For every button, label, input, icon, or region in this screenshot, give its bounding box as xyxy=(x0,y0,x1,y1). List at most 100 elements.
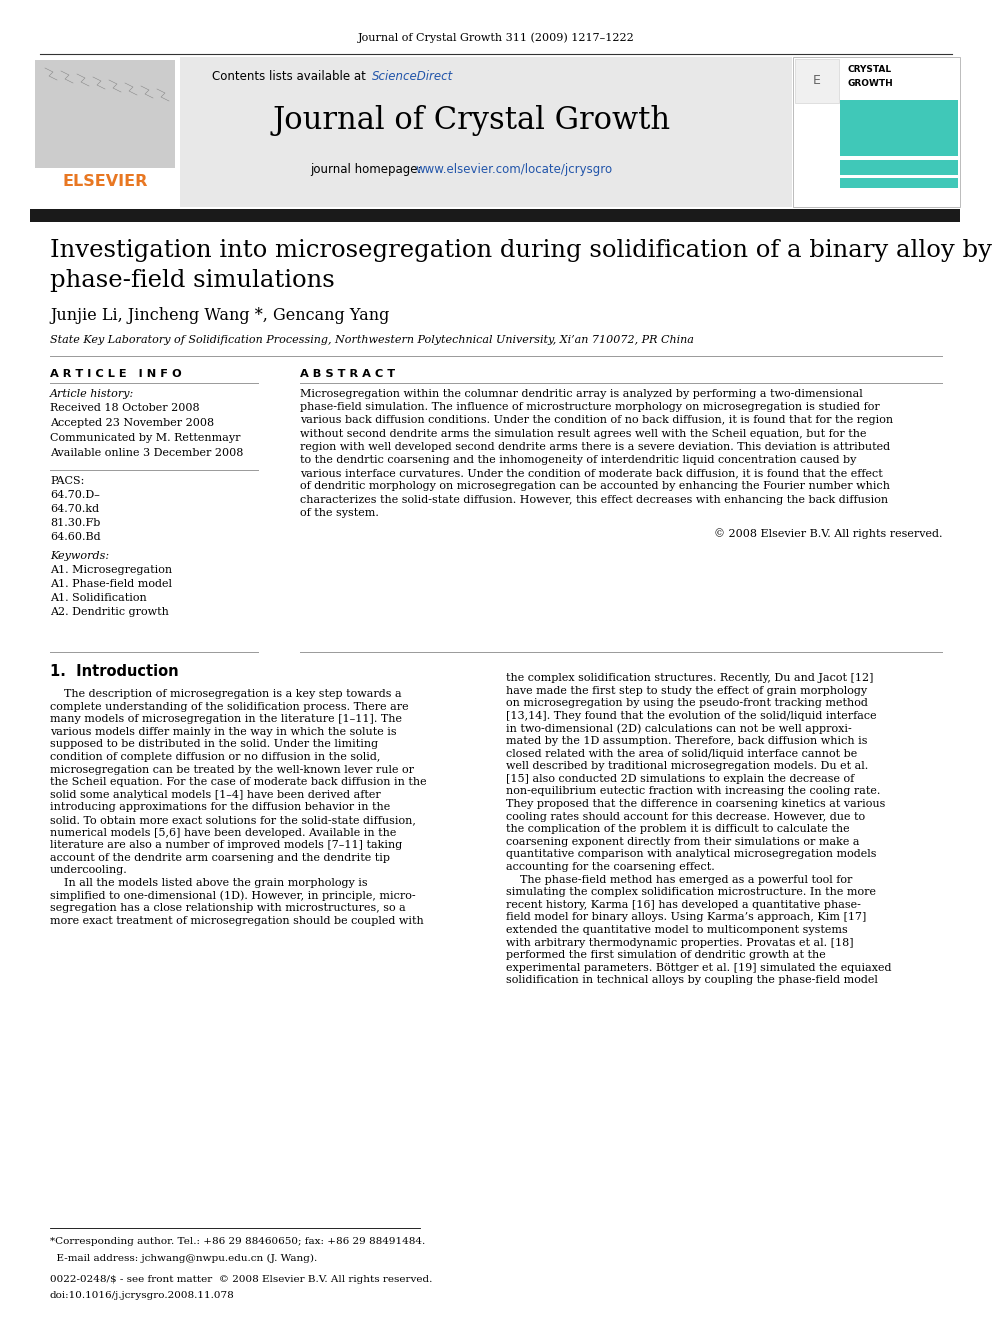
Text: of the system.: of the system. xyxy=(300,508,379,517)
Bar xyxy=(30,57,792,206)
Text: simplified to one-dimensional (1D). However, in principle, micro-: simplified to one-dimensional (1D). Howe… xyxy=(50,890,416,901)
Bar xyxy=(840,101,958,156)
Text: without second dendrite arms the simulation result agrees well with the Scheil e: without second dendrite arms the simulat… xyxy=(300,429,866,439)
Text: microsegregation can be treated by the well-known lever rule or: microsegregation can be treated by the w… xyxy=(50,765,414,774)
Text: segregation has a close relationship with microstructures, so a: segregation has a close relationship wit… xyxy=(50,904,406,913)
Text: extended the quantitative model to multicomponent systems: extended the quantitative model to multi… xyxy=(506,925,848,935)
Text: accounting for the coarsening effect.: accounting for the coarsening effect. xyxy=(506,863,715,872)
Text: mated by the 1D assumption. Therefore, back diffusion which is: mated by the 1D assumption. Therefore, b… xyxy=(506,736,867,746)
Text: Accepted 23 November 2008: Accepted 23 November 2008 xyxy=(50,418,214,429)
Text: © 2008 Elsevier B.V. All rights reserved.: © 2008 Elsevier B.V. All rights reserved… xyxy=(713,529,942,540)
Text: GROWTH: GROWTH xyxy=(848,78,894,87)
Text: A R T I C L E   I N F O: A R T I C L E I N F O xyxy=(50,369,182,378)
Text: 64.60.Bd: 64.60.Bd xyxy=(50,532,100,542)
Text: 1.  Introduction: 1. Introduction xyxy=(50,664,179,680)
Text: solid some analytical models [1–4] have been derived after: solid some analytical models [1–4] have … xyxy=(50,790,381,800)
Text: Journal of Crystal Growth 311 (2009) 1217–1222: Journal of Crystal Growth 311 (2009) 121… xyxy=(358,33,634,44)
Text: characterizes the solid-state diffusion. However, this effect decreases with enh: characterizes the solid-state diffusion.… xyxy=(300,495,888,504)
Text: State Key Laboratory of Solidification Processing, Northwestern Polytechnical Un: State Key Laboratory of Solidification P… xyxy=(50,335,693,345)
Text: ELSEVIER: ELSEVIER xyxy=(62,175,148,189)
Text: ScienceDirect: ScienceDirect xyxy=(372,70,453,83)
Text: undercooling.: undercooling. xyxy=(50,865,128,876)
Text: in two-dimensional (2D) calculations can not be well approxi-: in two-dimensional (2D) calculations can… xyxy=(506,724,852,734)
Text: 81.30.Fb: 81.30.Fb xyxy=(50,519,100,528)
Text: [15] also conducted 2D simulations to explain the decrease of: [15] also conducted 2D simulations to ex… xyxy=(506,774,854,783)
Text: performed the first simulation of dendritic growth at the: performed the first simulation of dendri… xyxy=(506,950,825,960)
Text: complete understanding of the solidification process. There are: complete understanding of the solidifica… xyxy=(50,701,409,712)
Text: simulating the complex solidification microstructure. In the more: simulating the complex solidification mi… xyxy=(506,888,876,897)
Text: numerical models [5,6] have been developed. Available in the: numerical models [5,6] have been develop… xyxy=(50,828,397,837)
Text: literature are also a number of improved models [7–11] taking: literature are also a number of improved… xyxy=(50,840,402,851)
Text: journal homepage:: journal homepage: xyxy=(310,164,426,176)
Text: [13,14]. They found that the evolution of the solid/liquid interface: [13,14]. They found that the evolution o… xyxy=(506,710,877,721)
Text: A1. Solidification: A1. Solidification xyxy=(50,593,147,603)
Text: field model for binary alloys. Using Karma’s approach, Kim [17]: field model for binary alloys. Using Kar… xyxy=(506,913,866,922)
Text: Journal of Crystal Growth: Journal of Crystal Growth xyxy=(273,105,671,135)
Text: the complex solidification structures. Recently, Du and Jacot [12]: the complex solidification structures. R… xyxy=(506,673,874,683)
Text: A B S T R A C T: A B S T R A C T xyxy=(300,369,395,378)
Text: Article history:: Article history: xyxy=(50,389,134,400)
Text: experimental parameters. Böttger et al. [19] simulated the equiaxed: experimental parameters. Böttger et al. … xyxy=(506,963,892,972)
Text: of dendritic morphology on microsegregation can be accounted by enhancing the Fo: of dendritic morphology on microsegregat… xyxy=(300,482,890,491)
Text: non-equilibrium eutectic fraction with increasing the cooling rate.: non-equilibrium eutectic fraction with i… xyxy=(506,786,880,796)
Text: A2. Dendritic growth: A2. Dendritic growth xyxy=(50,607,169,617)
Text: the Scheil equation. For the case of moderate back diffusion in the: the Scheil equation. For the case of mod… xyxy=(50,777,427,787)
Text: many models of microsegregation in the literature [1–11]. The: many models of microsegregation in the l… xyxy=(50,714,402,724)
Text: solid. To obtain more exact solutions for the solid-state diffusion,: solid. To obtain more exact solutions fo… xyxy=(50,815,416,826)
Text: with arbitrary thermodynamic properties. Provatas et al. [18]: with arbitrary thermodynamic properties.… xyxy=(506,938,854,947)
Text: E: E xyxy=(813,74,821,87)
Text: cooling rates should account for this decrease. However, due to: cooling rates should account for this de… xyxy=(506,811,865,822)
Text: The description of microsegregation is a key step towards a: The description of microsegregation is a… xyxy=(50,689,402,699)
Bar xyxy=(30,209,960,222)
Text: region with well developed second dendrite arms there is a severe deviation. Thi: region with well developed second dendri… xyxy=(300,442,890,451)
Text: supposed to be distributed in the solid. Under the limiting: supposed to be distributed in the solid.… xyxy=(50,740,378,749)
Text: Available online 3 December 2008: Available online 3 December 2008 xyxy=(50,448,243,458)
Text: coarsening exponent directly from their simulations or make a: coarsening exponent directly from their … xyxy=(506,837,859,847)
Text: doi:10.1016/j.jcrysgro.2008.11.078: doi:10.1016/j.jcrysgro.2008.11.078 xyxy=(50,1290,235,1299)
Bar xyxy=(840,179,958,188)
Text: the complication of the problem it is difficult to calculate the: the complication of the problem it is di… xyxy=(506,824,849,835)
Text: solidification in technical alloys by coupling the phase-field model: solidification in technical alloys by co… xyxy=(506,975,878,986)
Text: www.elsevier.com/locate/jcrysgro: www.elsevier.com/locate/jcrysgro xyxy=(416,164,613,176)
Text: Microsegregation within the columnar dendritic array is analyzed by performing a: Microsegregation within the columnar den… xyxy=(300,389,863,400)
Text: Keywords:: Keywords: xyxy=(50,550,109,561)
Bar xyxy=(793,57,960,206)
Text: PACS:: PACS: xyxy=(50,476,84,486)
Text: on microsegregation by using the pseudo-front tracking method: on microsegregation by using the pseudo-… xyxy=(506,699,868,708)
Text: condition of complete diffusion or no diffusion in the solid,: condition of complete diffusion or no di… xyxy=(50,751,380,762)
Text: have made the first step to study the effect of grain morphology: have made the first step to study the ef… xyxy=(506,685,867,696)
Text: closed related with the area of solid/liquid interface cannot be: closed related with the area of solid/li… xyxy=(506,749,857,758)
Text: 0022-0248/$ - see front matter  © 2008 Elsevier B.V. All rights reserved.: 0022-0248/$ - see front matter © 2008 El… xyxy=(50,1275,433,1285)
Text: A1. Microsegregation: A1. Microsegregation xyxy=(50,565,173,576)
Text: more exact treatment of microsegregation should be coupled with: more exact treatment of microsegregation… xyxy=(50,916,424,926)
Bar xyxy=(30,57,180,206)
Text: account of the dendrite arm coarsening and the dendrite tip: account of the dendrite arm coarsening a… xyxy=(50,853,390,863)
Text: 64.70.kd: 64.70.kd xyxy=(50,504,99,515)
Text: various back diffusion conditions. Under the condition of no back diffusion, it : various back diffusion conditions. Under… xyxy=(300,415,893,426)
Text: In all the models listed above the grain morphology is: In all the models listed above the grain… xyxy=(50,878,368,888)
Text: well described by traditional microsegregation models. Du et al.: well described by traditional microsegre… xyxy=(506,761,868,771)
Text: Received 18 October 2008: Received 18 October 2008 xyxy=(50,404,199,413)
Text: The phase-field method has emerged as a powerful tool for: The phase-field method has emerged as a … xyxy=(506,875,852,885)
Text: phase-field simulations: phase-field simulations xyxy=(50,269,334,291)
Bar xyxy=(35,60,175,168)
Text: 64.70.D–: 64.70.D– xyxy=(50,490,100,500)
Text: phase-field simulation. The influence of microstructure morphology on microsegre: phase-field simulation. The influence of… xyxy=(300,402,880,413)
Text: They proposed that the difference in coarsening kinetics at various: They proposed that the difference in coa… xyxy=(506,799,886,808)
Text: Communicated by M. Rettenmayr: Communicated by M. Rettenmayr xyxy=(50,433,240,443)
Text: quantitative comparison with analytical microsegregation models: quantitative comparison with analytical … xyxy=(506,849,877,860)
Bar xyxy=(840,160,958,175)
Text: Junjie Li, Jincheng Wang *, Gencang Yang: Junjie Li, Jincheng Wang *, Gencang Yang xyxy=(50,307,390,324)
Text: Contents lists available at: Contents lists available at xyxy=(212,70,370,83)
Text: A1. Phase-field model: A1. Phase-field model xyxy=(50,579,172,589)
Text: Investigation into microsegregation during solidification of a binary alloy by: Investigation into microsegregation duri… xyxy=(50,238,992,262)
Text: various models differ mainly in the way in which the solute is: various models differ mainly in the way … xyxy=(50,726,397,737)
Text: introducing approximations for the diffusion behavior in the: introducing approximations for the diffu… xyxy=(50,803,390,812)
Bar xyxy=(795,60,839,103)
Text: to the dendrtic coarsening and the inhomogeneity of interdendritic liquid concen: to the dendrtic coarsening and the inhom… xyxy=(300,455,856,464)
Text: *Corresponding author. Tel.: +86 29 88460650; fax: +86 29 88491484.: *Corresponding author. Tel.: +86 29 8846… xyxy=(50,1237,426,1246)
Text: E-mail address: jchwang@nwpu.edu.cn (J. Wang).: E-mail address: jchwang@nwpu.edu.cn (J. … xyxy=(50,1253,317,1262)
Text: various interface curvatures. Under the condition of moderate back diffusion, it: various interface curvatures. Under the … xyxy=(300,468,883,478)
Text: CRYSTAL: CRYSTAL xyxy=(848,66,892,74)
Text: recent history, Karma [16] has developed a quantitative phase-: recent history, Karma [16] has developed… xyxy=(506,900,861,910)
